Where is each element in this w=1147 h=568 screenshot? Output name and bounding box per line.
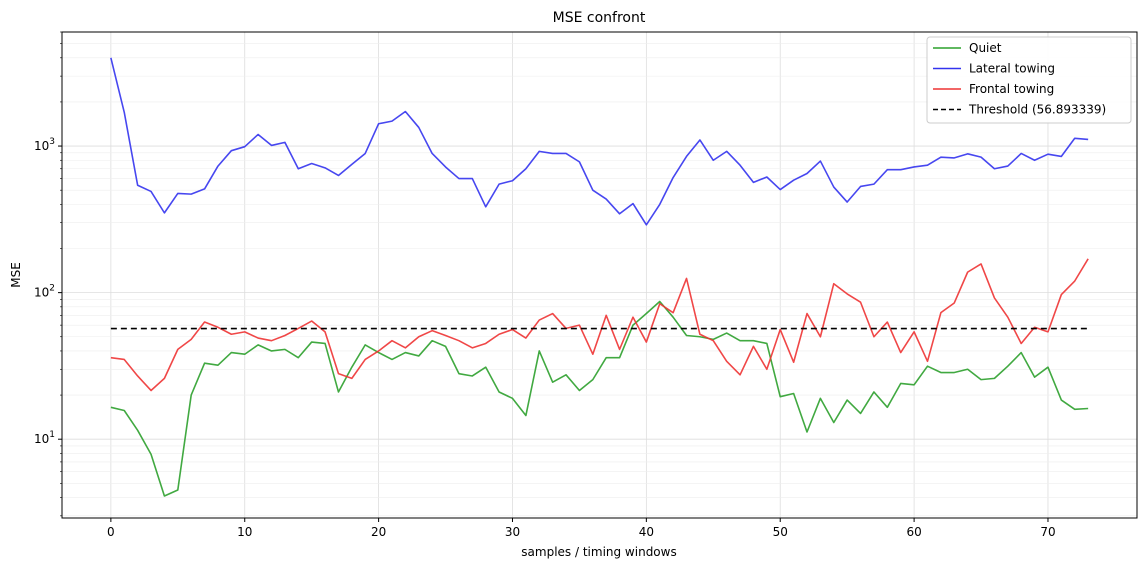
series-layer (110, 57, 1089, 497)
x-tick-label: 60 (906, 525, 921, 539)
series-line-frontal-towing (110, 258, 1089, 392)
x-tick-label: 40 (639, 525, 654, 539)
legend-label-threshold-56-893339: Threshold (56.893339) (968, 103, 1106, 117)
legend-box (926, 36, 1132, 124)
x-tick-label: 30 (505, 525, 520, 539)
plot-frame (61, 31, 1138, 519)
legend: Quiet Lateral towing Frontal towing Thresho… (926, 36, 1132, 124)
y-tick-label: 103 (34, 137, 55, 153)
legend-label-frontal-towing: Frontal towing (969, 82, 1054, 96)
x-axis-label: samples / timing windows (521, 545, 676, 559)
y-axis: 101 102 103 (34, 31, 62, 517)
x-tick-label: 10 (237, 525, 252, 539)
chart-title: MSE confront (553, 10, 646, 26)
x-tick-label: 0 (107, 525, 115, 539)
x-tick-label: 70 (1040, 525, 1055, 539)
x-tick-label: 20 (371, 525, 386, 539)
y-tick-label: 101 (34, 430, 55, 446)
y-axis-label: MSE (9, 262, 23, 288)
y-tick-label: 102 (34, 284, 55, 300)
legend-label-lateral-towing: Lateral towing (969, 62, 1055, 76)
x-tick-label: 50 (773, 525, 788, 539)
legend-label-quiet: Quiet (969, 41, 1002, 55)
x-axis: 0 10 20 30 40 50 60 70 (107, 518, 1056, 539)
series-line-lateral-towing (110, 57, 1089, 226)
series-line-quiet (110, 300, 1089, 497)
